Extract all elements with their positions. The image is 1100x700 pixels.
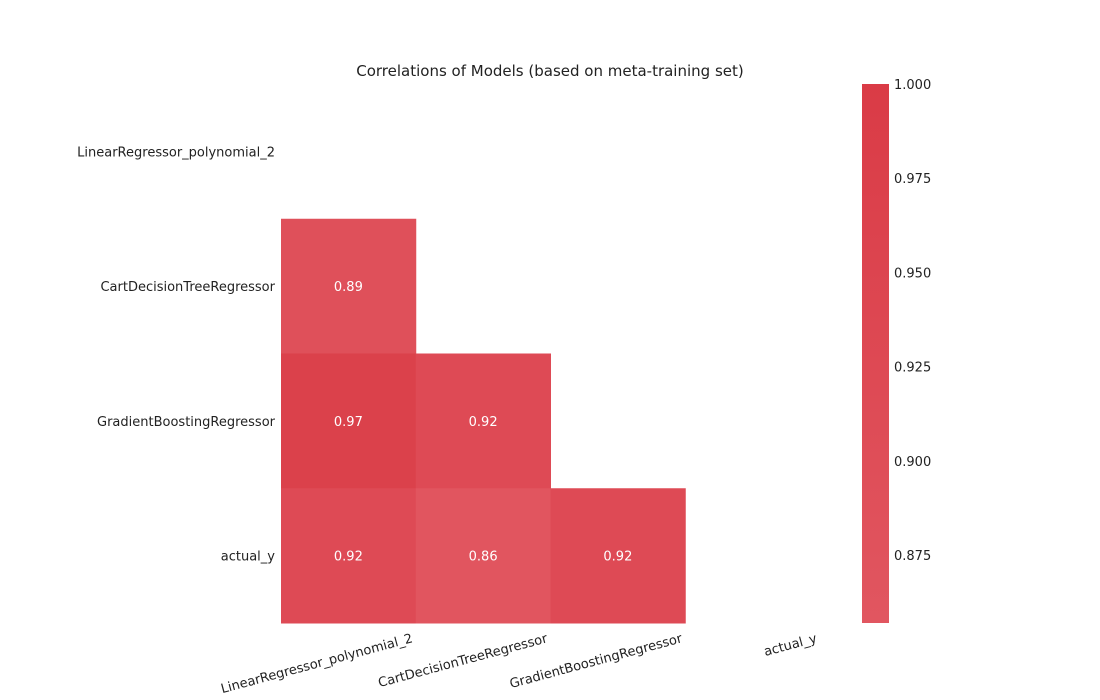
heatmap-cell [281, 353, 417, 489]
heatmap-cell [281, 488, 417, 624]
cell-value-label: 0.92 [603, 550, 632, 565]
cell-value-label: 0.86 [469, 550, 498, 565]
x-tick-label: actual_y [762, 631, 819, 660]
y-tick-label: GradientBoostingRegressor [97, 415, 276, 430]
colorbar: 1.000 0.975 0.950 0.925 0.900 0.875 [862, 78, 931, 623]
colorbar-gradient [862, 84, 889, 623]
colorbar-tick-label: 0.875 [894, 549, 931, 564]
chart-title: Correlations of Models (based on meta-tr… [356, 62, 743, 80]
x-tick-labels: LinearRegressor_polynomial_2CartDecision… [219, 631, 819, 697]
y-tick-labels: LinearRegressor_polynomial_2 CartDecision… [77, 145, 275, 564]
y-tick-label: actual_y [221, 550, 276, 565]
cell-value-label: 0.97 [334, 415, 363, 430]
heatmap-cell [281, 218, 417, 354]
colorbar-tick-label: 0.900 [894, 455, 931, 470]
heatmap-cells: 0.89 0.97 0.92 0.92 0.86 0.92 [281, 218, 686, 624]
cell-value-label: 0.92 [469, 415, 498, 430]
colorbar-tick-label: 1.000 [894, 78, 931, 93]
y-tick-label: LinearRegressor_polynomial_2 [77, 145, 275, 160]
heatmap-cell [550, 488, 686, 624]
cell-value-label: 0.92 [334, 550, 363, 565]
heatmap-cell [415, 353, 551, 489]
colorbar-tick-label: 0.975 [894, 172, 931, 187]
colorbar-tick-label: 0.925 [894, 361, 931, 376]
heatmap-cell [415, 488, 551, 624]
y-tick-label: CartDecisionTreeRegressor [100, 280, 275, 295]
colorbar-tick-label: 0.950 [894, 266, 931, 281]
cell-value-label: 0.89 [334, 280, 363, 295]
